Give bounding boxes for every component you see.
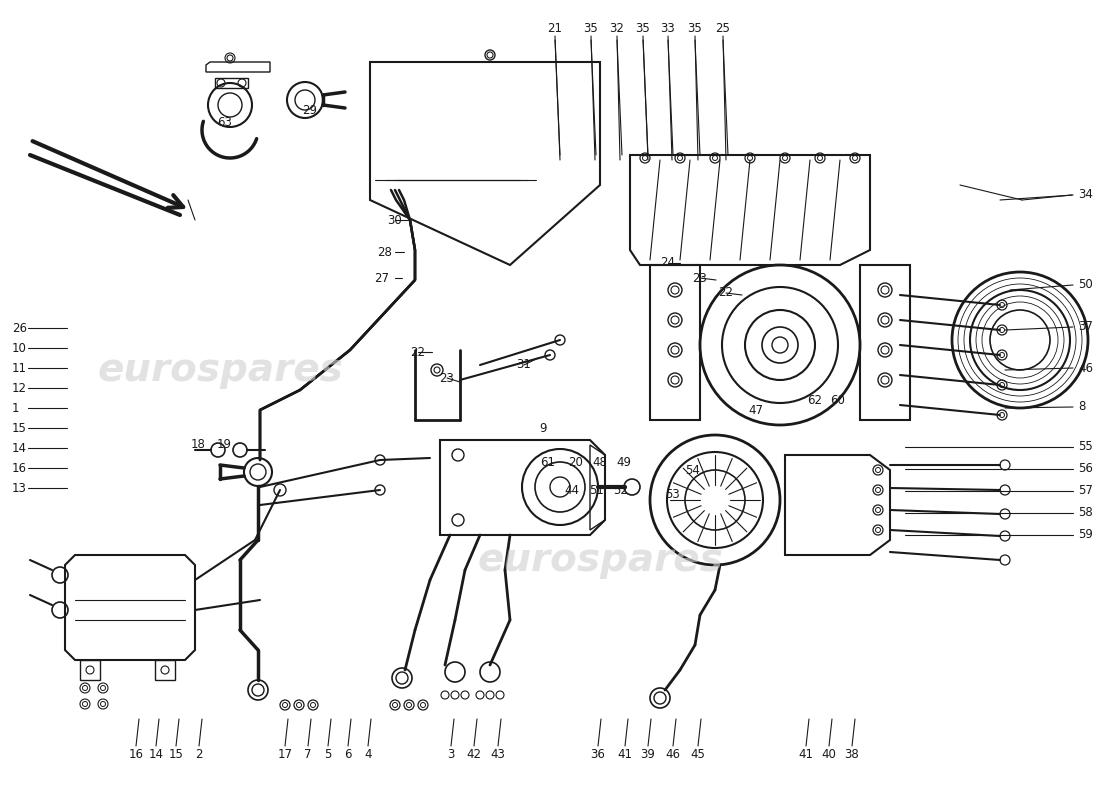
Text: eurospares: eurospares: [97, 351, 343, 389]
Text: 61: 61: [540, 457, 556, 470]
Text: 26: 26: [12, 322, 28, 334]
Text: 11: 11: [12, 362, 28, 374]
Text: 52: 52: [614, 483, 628, 497]
Text: 35: 35: [584, 22, 598, 34]
Text: 58: 58: [1078, 506, 1092, 519]
Text: 3: 3: [448, 747, 454, 761]
Text: 35: 35: [636, 22, 650, 34]
Text: 6: 6: [344, 747, 352, 761]
Text: 50: 50: [1078, 278, 1092, 291]
Text: 48: 48: [593, 457, 607, 470]
Text: eurospares: eurospares: [477, 541, 723, 579]
Text: 42: 42: [466, 747, 482, 761]
Text: 21: 21: [548, 22, 562, 34]
Text: 41: 41: [617, 747, 632, 761]
Text: 29: 29: [302, 103, 318, 117]
Text: 46: 46: [666, 747, 681, 761]
Text: 63: 63: [218, 115, 232, 129]
Text: 47: 47: [748, 403, 763, 417]
Text: 12: 12: [12, 382, 28, 394]
Text: 33: 33: [661, 22, 675, 34]
Text: 22: 22: [410, 346, 426, 358]
Text: 18: 18: [190, 438, 206, 451]
Text: 23: 23: [693, 271, 707, 285]
Text: 27: 27: [374, 271, 389, 285]
Text: 57: 57: [1078, 485, 1093, 498]
Circle shape: [772, 337, 788, 353]
Text: 40: 40: [822, 747, 836, 761]
Text: 38: 38: [845, 747, 859, 761]
Text: 62: 62: [807, 394, 823, 406]
Text: 34: 34: [1078, 189, 1093, 202]
Text: 15: 15: [12, 422, 26, 434]
Text: 31: 31: [517, 358, 531, 371]
Text: 36: 36: [591, 747, 605, 761]
Text: 37: 37: [1078, 321, 1093, 334]
Text: 56: 56: [1078, 462, 1093, 475]
Text: 13: 13: [12, 482, 26, 494]
Text: 10: 10: [12, 342, 26, 354]
Text: 25: 25: [716, 22, 730, 34]
Text: 16: 16: [129, 747, 143, 761]
Text: 59: 59: [1078, 529, 1093, 542]
Text: 30: 30: [387, 214, 403, 226]
Text: 15: 15: [168, 747, 184, 761]
Text: 17: 17: [277, 747, 293, 761]
Text: 49: 49: [616, 457, 631, 470]
Text: 24: 24: [660, 257, 675, 270]
Text: 41: 41: [799, 747, 814, 761]
Text: 23: 23: [440, 371, 454, 385]
Text: 8: 8: [1078, 401, 1086, 414]
Text: 19: 19: [217, 438, 231, 451]
Text: 55: 55: [1078, 441, 1092, 454]
Text: 45: 45: [691, 747, 705, 761]
Text: 51: 51: [590, 483, 604, 497]
Text: 44: 44: [564, 483, 580, 497]
Text: 35: 35: [688, 22, 703, 34]
Text: 32: 32: [609, 22, 625, 34]
Text: 22: 22: [718, 286, 734, 299]
Text: 16: 16: [12, 462, 28, 474]
Text: 20: 20: [569, 457, 583, 470]
Text: 46: 46: [1078, 362, 1093, 374]
Text: 4: 4: [364, 747, 372, 761]
Text: 53: 53: [666, 487, 681, 501]
Text: 39: 39: [640, 747, 656, 761]
Text: 1: 1: [12, 402, 20, 414]
Text: 14: 14: [148, 747, 164, 761]
Text: 14: 14: [12, 442, 28, 454]
Text: 7: 7: [305, 747, 311, 761]
Text: 28: 28: [377, 246, 393, 259]
Text: 5: 5: [324, 747, 332, 761]
Text: 2: 2: [196, 747, 202, 761]
Text: 54: 54: [685, 463, 701, 477]
Text: 43: 43: [491, 747, 505, 761]
Text: 9: 9: [539, 422, 547, 434]
Text: 60: 60: [830, 394, 846, 406]
